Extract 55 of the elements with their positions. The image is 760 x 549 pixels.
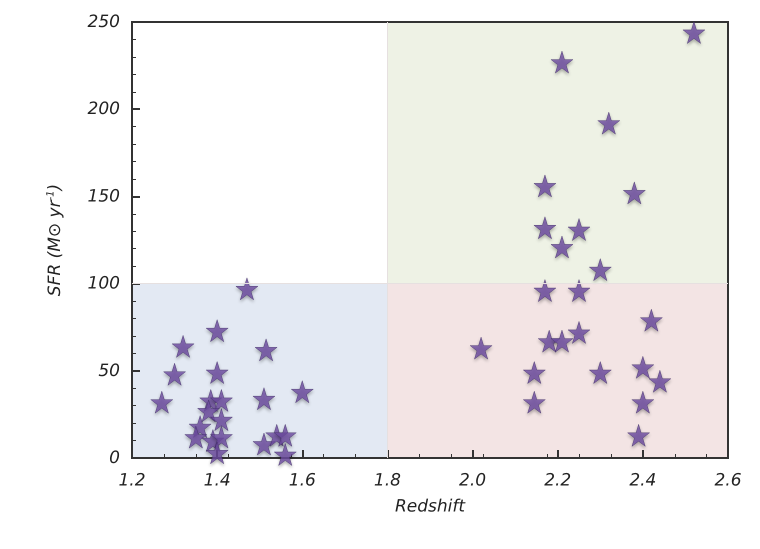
point	[206, 361, 228, 384]
point	[210, 408, 233, 431]
x-tick-label: 1.2	[118, 470, 146, 490]
x-tick-label: 1.4	[204, 470, 231, 490]
point	[291, 380, 314, 403]
x-tick-label: 2.0	[459, 470, 486, 490]
point	[150, 390, 174, 414]
point	[589, 361, 612, 384]
point	[184, 426, 208, 448]
point	[197, 400, 220, 422]
y-tick-label: 150	[88, 186, 120, 206]
point	[210, 426, 233, 448]
point	[274, 443, 297, 466]
point	[568, 279, 590, 302]
point	[254, 338, 278, 362]
x-tick-label: 1.6	[288, 470, 316, 490]
point	[470, 336, 492, 360]
point	[236, 278, 258, 300]
y-tick-label: 200	[88, 99, 120, 120]
point	[640, 308, 663, 332]
point	[550, 236, 574, 258]
y-tick-label: 50	[98, 360, 120, 381]
point	[632, 356, 654, 379]
point	[627, 424, 650, 447]
x-tick-label: 1.8	[374, 470, 402, 490]
point	[252, 387, 276, 410]
x-tick-label: 2.2	[544, 470, 572, 490]
y-tick-label: 100	[88, 274, 120, 294]
point	[648, 370, 672, 393]
point	[682, 21, 706, 44]
point	[274, 424, 297, 447]
point	[534, 174, 556, 198]
point	[589, 258, 612, 281]
point	[210, 389, 233, 412]
point	[523, 361, 546, 384]
y-tick-label: 250	[88, 12, 120, 32]
point	[568, 218, 590, 241]
point	[534, 216, 556, 240]
x-axis-title: Redshift	[394, 496, 466, 516]
x-tick-label: 2.4	[629, 470, 656, 490]
point	[632, 390, 654, 414]
point	[523, 390, 546, 414]
point	[550, 50, 574, 74]
x-tick-label: 2.6	[714, 470, 742, 490]
point	[206, 319, 228, 342]
point	[623, 182, 646, 204]
point	[598, 112, 620, 134]
point	[163, 363, 186, 386]
y-tick-label: 0	[109, 448, 120, 468]
point	[534, 279, 556, 302]
point	[568, 321, 590, 344]
point	[550, 330, 574, 352]
point	[206, 442, 228, 464]
point	[172, 335, 194, 358]
y-axis-title: SFR (M⊙ yr-1)	[45, 184, 65, 296]
